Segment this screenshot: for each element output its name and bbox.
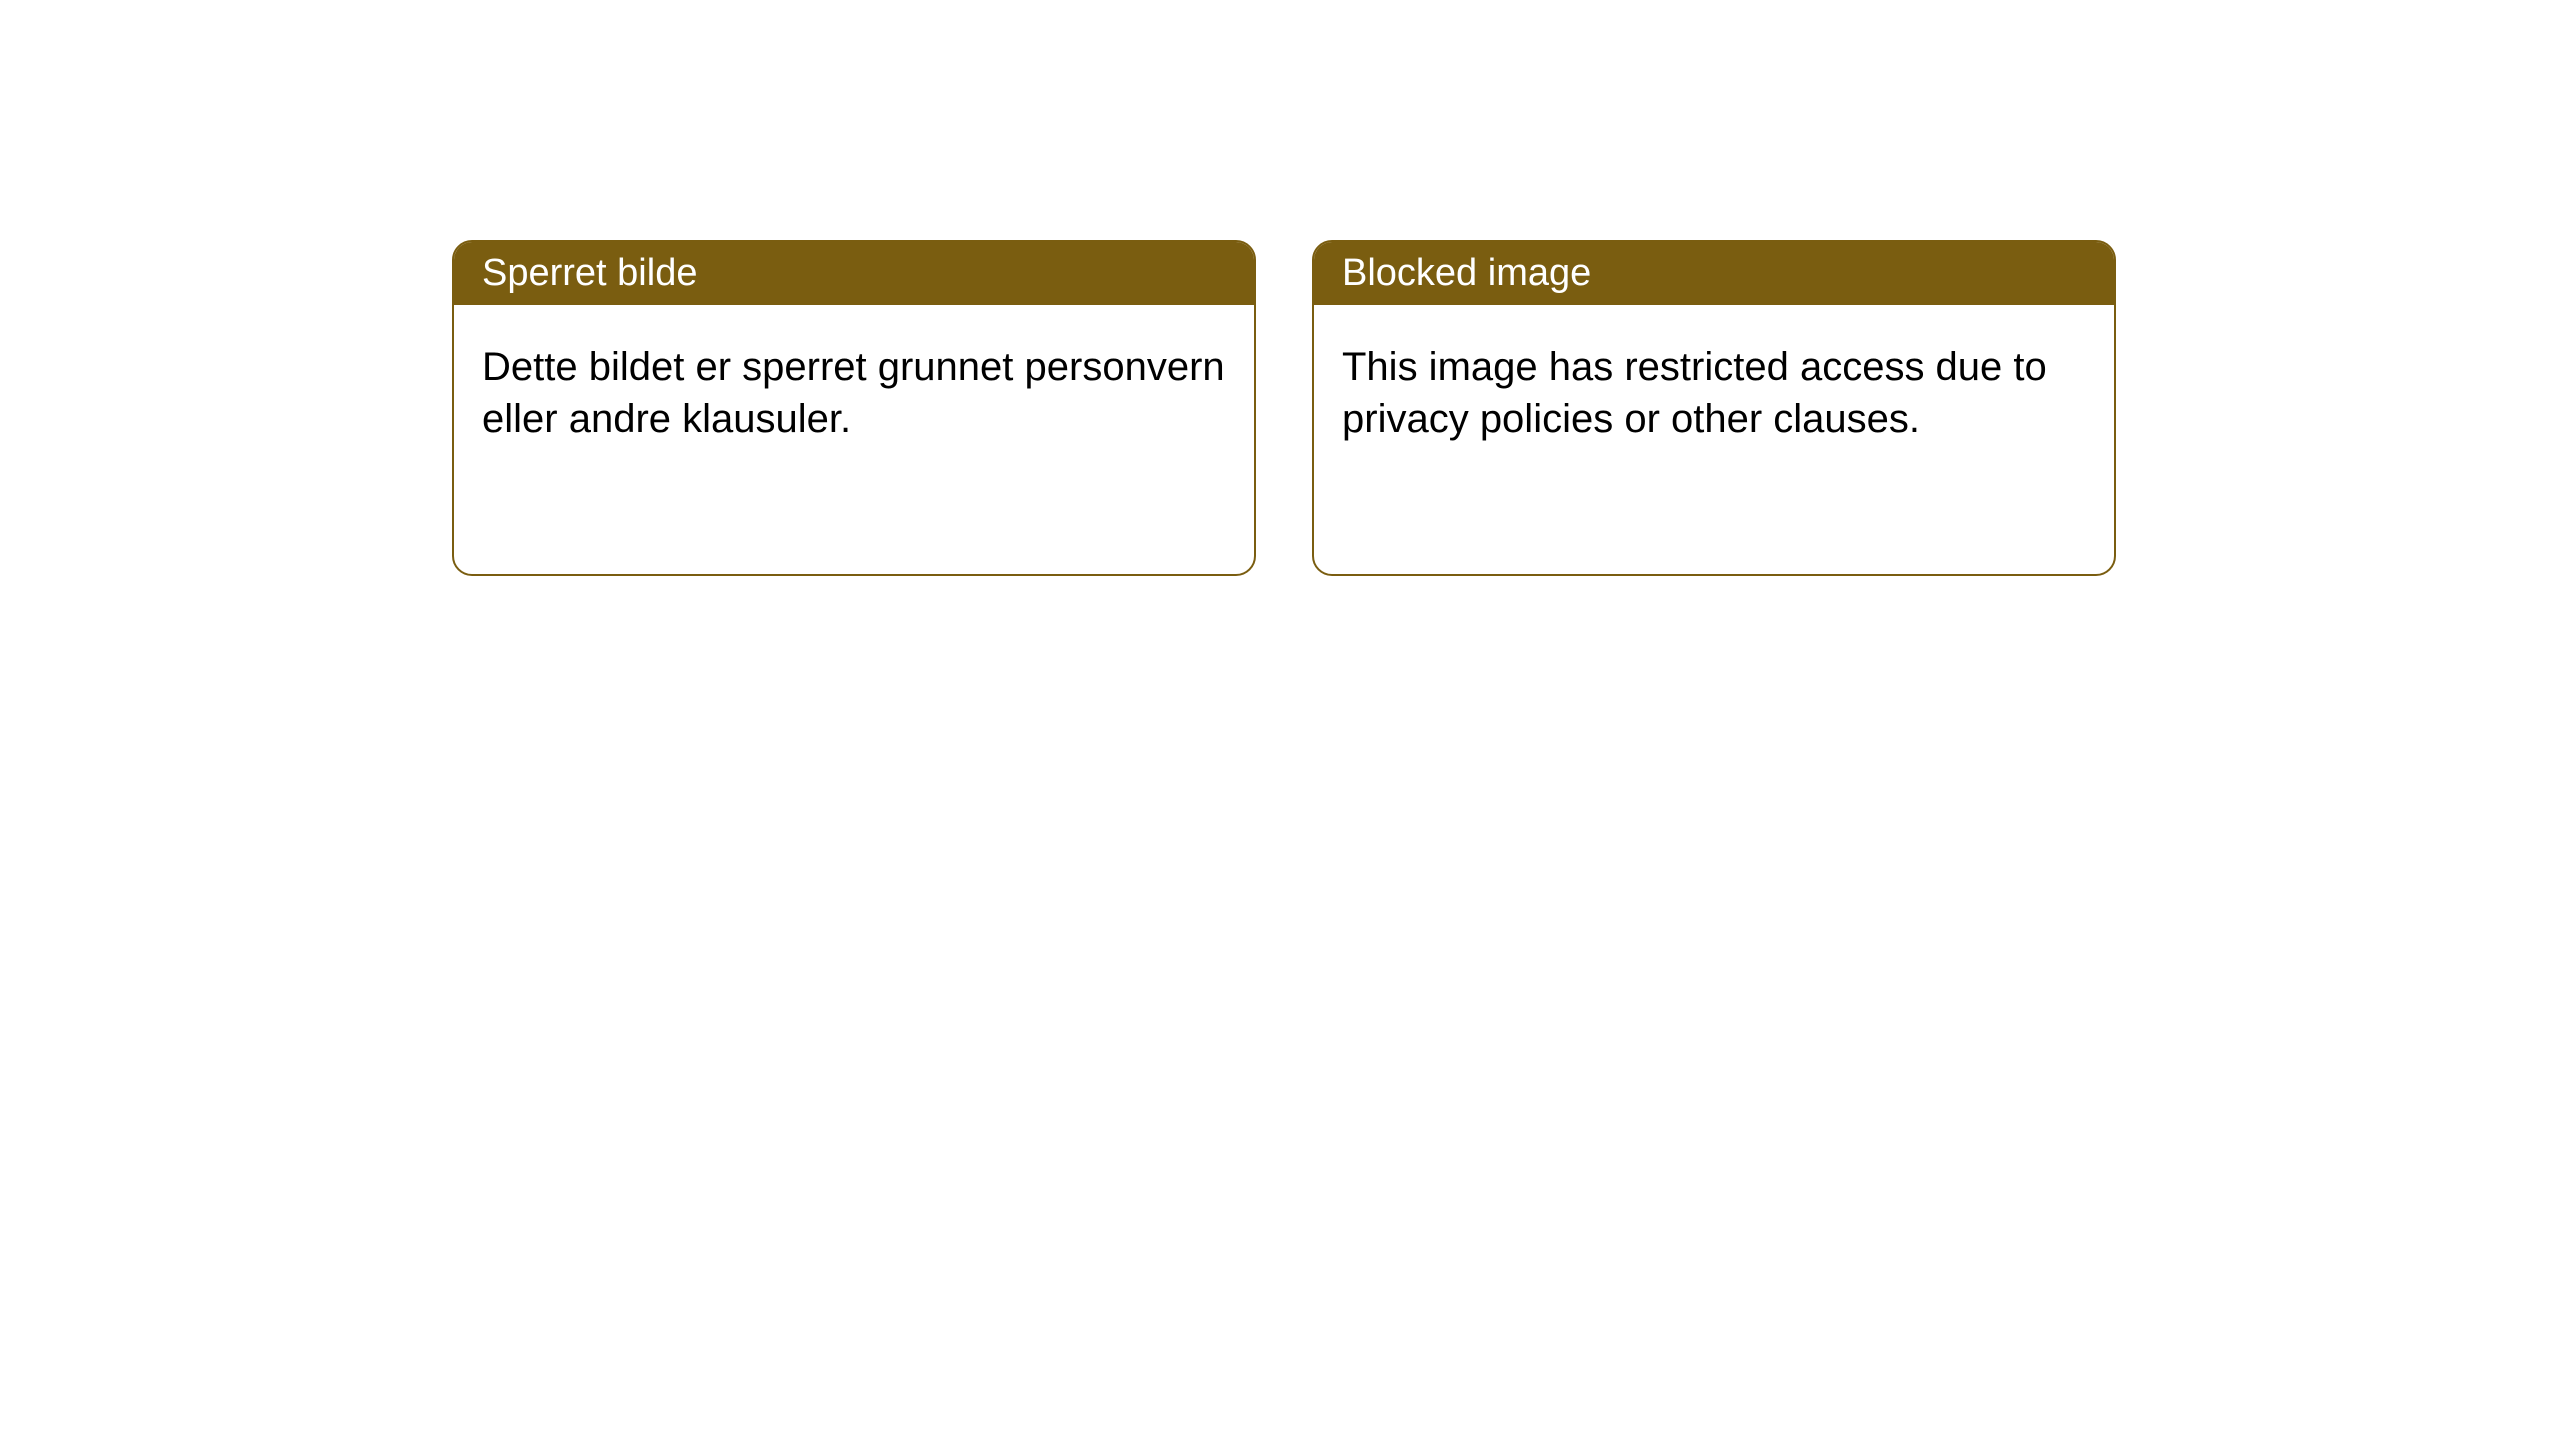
card-message-en: This image has restricted access due to … <box>1342 345 2047 441</box>
card-message-no: Dette bildet er sperret grunnet personve… <box>482 345 1225 441</box>
card-header-en: Blocked image <box>1314 242 2114 305</box>
cards-container: Sperret bilde Dette bildet er sperret gr… <box>0 0 2560 576</box>
blocked-image-card-en: Blocked image This image has restricted … <box>1312 240 2116 576</box>
card-body-en: This image has restricted access due to … <box>1314 305 2114 481</box>
card-title-no: Sperret bilde <box>482 252 697 294</box>
blocked-image-card-no: Sperret bilde Dette bildet er sperret gr… <box>452 240 1256 576</box>
card-title-en: Blocked image <box>1342 252 1591 294</box>
card-body-no: Dette bildet er sperret grunnet personve… <box>454 305 1254 481</box>
card-header-no: Sperret bilde <box>454 242 1254 305</box>
